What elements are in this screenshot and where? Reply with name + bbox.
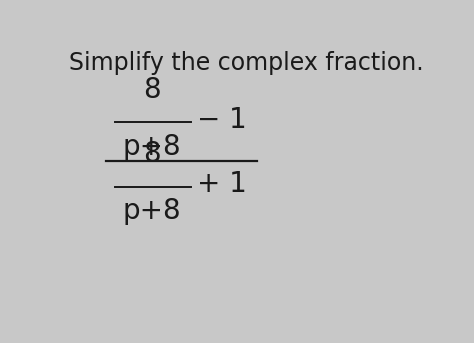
Text: 8: 8 [144,75,161,104]
Text: − 1: − 1 [197,106,247,134]
Text: p+8: p+8 [123,133,182,161]
Text: Simplify the complex fraction.: Simplify the complex fraction. [69,51,423,75]
Text: + 1: + 1 [197,170,247,198]
Text: 8: 8 [144,140,161,168]
Text: p+8: p+8 [123,198,182,225]
